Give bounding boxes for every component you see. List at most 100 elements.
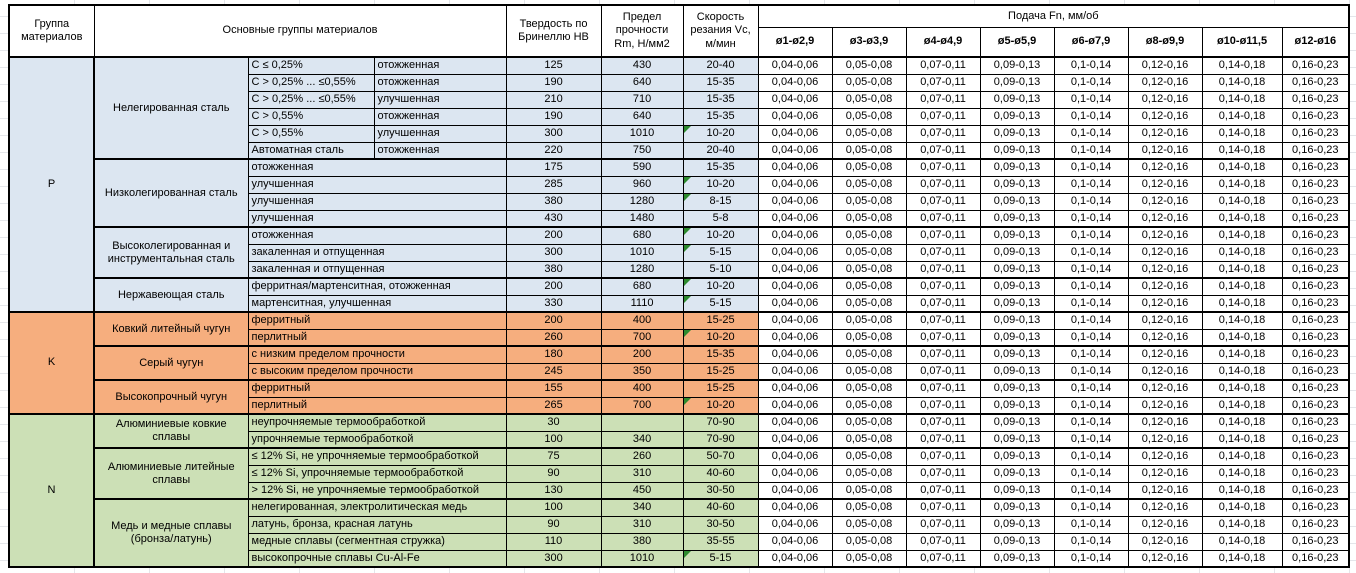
- cell-feed-value[interactable]: 0,05-0,08: [831, 328, 907, 347]
- cell-strength-rm[interactable]: 260: [600, 447, 684, 466]
- cell-feed-value[interactable]: 0,04-0,06: [757, 175, 833, 194]
- cell-feed-value[interactable]: 0,07-0,11: [905, 73, 981, 92]
- header-feed-d7[interactable]: ø10-ø11,5: [1201, 26, 1283, 58]
- cell-feed-value[interactable]: 0,07-0,11: [905, 158, 981, 177]
- cell-feed-value[interactable]: 0,05-0,08: [831, 175, 907, 194]
- cell-feed-value[interactable]: 0,07-0,11: [905, 243, 981, 262]
- header-feed-d8[interactable]: ø12-ø16: [1281, 26, 1350, 58]
- cell-detail[interactable]: ферритная/мартенситная, отожженная: [247, 277, 507, 296]
- cell-hardness-hb[interactable]: 175: [505, 158, 602, 177]
- cell-hardness-hb[interactable]: 430: [505, 209, 602, 228]
- cell-cutting-speed-vc[interactable]: 10-20: [682, 226, 759, 245]
- cell-feed-value[interactable]: 0,16-0,23: [1281, 243, 1350, 262]
- cell-feed-value[interactable]: 0,16-0,23: [1281, 413, 1350, 432]
- cell-feed-value[interactable]: 0,04-0,06: [757, 379, 833, 398]
- cell-subgroup-name[interactable]: Высоколегированная и инструментальная ст…: [93, 226, 249, 279]
- cell-feed-value[interactable]: 0,14-0,18: [1201, 158, 1283, 177]
- cell-hardness-hb[interactable]: 210: [505, 90, 602, 109]
- cell-feed-value[interactable]: 0,16-0,23: [1281, 362, 1350, 381]
- cell-cutting-speed-vc[interactable]: 70-90: [682, 430, 759, 449]
- cell-feed-value[interactable]: 0,1-0,14: [1053, 243, 1129, 262]
- header-feed-d5[interactable]: ø6-ø7,9: [1053, 26, 1129, 58]
- cell-feed-value[interactable]: 0,07-0,11: [905, 549, 981, 568]
- cell-feed-value[interactable]: 0,09-0,13: [979, 430, 1055, 449]
- cell-feed-value[interactable]: 0,04-0,06: [757, 430, 833, 449]
- cell-feed-value[interactable]: 0,14-0,18: [1201, 328, 1283, 347]
- cell-strength-rm[interactable]: 1110: [600, 294, 684, 313]
- cell-detail[interactable]: высокопрочные сплавы Cu-Al-Fe: [247, 549, 507, 568]
- cell-feed-value[interactable]: 0,12-0,16: [1127, 413, 1203, 432]
- cell-strength-rm[interactable]: 1010: [600, 124, 684, 143]
- cell-feed-value[interactable]: 0,05-0,08: [831, 379, 907, 398]
- cell-feed-value[interactable]: 0,05-0,08: [831, 447, 907, 466]
- cell-subgroup-name[interactable]: Серый чугун: [93, 345, 249, 381]
- cell-feed-value[interactable]: 0,12-0,16: [1127, 532, 1203, 551]
- cell-feed-value[interactable]: 0,1-0,14: [1053, 124, 1129, 143]
- cell-feed-value[interactable]: 0,09-0,13: [979, 56, 1055, 75]
- cell-feed-value[interactable]: 0,12-0,16: [1127, 481, 1203, 500]
- cell-feed-value[interactable]: 0,07-0,11: [905, 345, 981, 364]
- cell-detail[interactable]: С ≤ 0,25%: [247, 56, 375, 75]
- cell-detail[interactable]: С > 0,25% ... ≤0,55%: [247, 73, 375, 92]
- cell-feed-value[interactable]: 0,07-0,11: [905, 447, 981, 466]
- cell-feed-value[interactable]: 0,1-0,14: [1053, 549, 1129, 568]
- cell-feed-value[interactable]: 0,04-0,06: [757, 328, 833, 347]
- cell-feed-value[interactable]: 0,05-0,08: [831, 345, 907, 364]
- cell-feed-value[interactable]: 0,12-0,16: [1127, 175, 1203, 194]
- cell-cutting-speed-vc[interactable]: 15-25: [682, 311, 759, 330]
- cell-cutting-speed-vc[interactable]: 70-90: [682, 413, 759, 432]
- cell-feed-value[interactable]: 0,05-0,08: [831, 481, 907, 500]
- cell-state[interactable]: улучшенная: [373, 124, 507, 143]
- cell-feed-value[interactable]: 0,1-0,14: [1053, 532, 1129, 551]
- cell-strength-rm[interactable]: 430: [600, 56, 684, 75]
- cell-strength-rm[interactable]: 1010: [600, 549, 684, 568]
- cell-feed-value[interactable]: 0,1-0,14: [1053, 90, 1129, 109]
- cell-feed-value[interactable]: 0,09-0,13: [979, 90, 1055, 109]
- cell-cutting-speed-vc[interactable]: 10-20: [682, 328, 759, 347]
- cell-feed-value[interactable]: 0,09-0,13: [979, 328, 1055, 347]
- cell-feed-value[interactable]: 0,05-0,08: [831, 243, 907, 262]
- cell-feed-value[interactable]: 0,09-0,13: [979, 192, 1055, 211]
- cell-feed-value[interactable]: 0,04-0,06: [757, 107, 833, 126]
- cell-strength-rm[interactable]: 710: [600, 90, 684, 109]
- cell-detail[interactable]: нелегированная, электролитическая медь: [247, 498, 507, 517]
- cell-hardness-hb[interactable]: 260: [505, 328, 602, 347]
- cell-feed-value[interactable]: 0,07-0,11: [905, 56, 981, 75]
- cell-feed-value[interactable]: 0,07-0,11: [905, 498, 981, 517]
- cell-detail[interactable]: неупрочняемые термообработкой: [247, 413, 507, 432]
- cell-detail[interactable]: с низким пределом прочности: [247, 345, 507, 364]
- cell-feed-value[interactable]: 0,05-0,08: [831, 362, 907, 381]
- cell-cutting-speed-vc[interactable]: 40-60: [682, 498, 759, 517]
- cell-feed-value[interactable]: 0,04-0,06: [757, 396, 833, 415]
- cell-strength-rm[interactable]: [600, 413, 684, 432]
- cell-feed-value[interactable]: 0,14-0,18: [1201, 141, 1283, 160]
- cell-strength-rm[interactable]: 700: [600, 328, 684, 347]
- cell-feed-value[interactable]: 0,04-0,06: [757, 209, 833, 228]
- cell-cutting-speed-vc[interactable]: 50-70: [682, 447, 759, 466]
- cell-cutting-speed-vc[interactable]: 10-20: [682, 277, 759, 296]
- cell-feed-value[interactable]: 0,09-0,13: [979, 362, 1055, 381]
- cell-hardness-hb[interactable]: 180: [505, 345, 602, 364]
- cell-cutting-speed-vc[interactable]: 15-35: [682, 90, 759, 109]
- cell-detail[interactable]: отожженная: [247, 158, 507, 177]
- cell-feed-value[interactable]: 0,14-0,18: [1201, 311, 1283, 330]
- cell-feed-value[interactable]: 0,16-0,23: [1281, 294, 1350, 313]
- cell-feed-value[interactable]: 0,09-0,13: [979, 413, 1055, 432]
- cell-hardness-hb[interactable]: 190: [505, 107, 602, 126]
- cell-feed-value[interactable]: 0,14-0,18: [1201, 277, 1283, 296]
- cell-feed-value[interactable]: 0,04-0,06: [757, 192, 833, 211]
- cell-feed-value[interactable]: 0,14-0,18: [1201, 260, 1283, 279]
- cell-hardness-hb[interactable]: 200: [505, 277, 602, 296]
- cell-strength-rm[interactable]: 200: [600, 345, 684, 364]
- cell-detail[interactable]: отожженная: [247, 226, 507, 245]
- cell-feed-value[interactable]: 0,16-0,23: [1281, 56, 1350, 75]
- cell-feed-value[interactable]: 0,14-0,18: [1201, 107, 1283, 126]
- cell-strength-rm[interactable]: 1010: [600, 243, 684, 262]
- cell-hardness-hb[interactable]: 220: [505, 141, 602, 160]
- cell-subgroup-name[interactable]: Медь и медные сплавы (бронза/латунь): [93, 498, 249, 568]
- cell-state[interactable]: отожженная: [373, 73, 507, 92]
- cell-detail[interactable]: улучшенная: [247, 192, 507, 211]
- cell-feed-value[interactable]: 0,07-0,11: [905, 226, 981, 245]
- cell-feed-value[interactable]: 0,12-0,16: [1127, 430, 1203, 449]
- cell-feed-value[interactable]: 0,09-0,13: [979, 396, 1055, 415]
